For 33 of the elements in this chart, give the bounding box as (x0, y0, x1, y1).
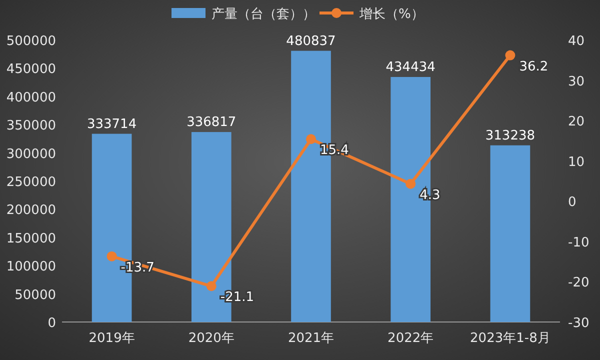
y2-tick-label: 20 (568, 114, 585, 130)
y-tick-label: 50000 (14, 288, 56, 303)
x-tick-label: 2020年 (188, 331, 234, 346)
y-tick-label: 200000 (6, 203, 56, 218)
data-label: 15.4 (320, 143, 349, 158)
legend-label: 增长（%） (358, 7, 424, 22)
x-tick-label: 2023年1-8月 (470, 331, 550, 346)
x-tick-label: 2019年 (88, 331, 135, 346)
y-tick-label: 350000 (6, 118, 56, 134)
y2-tick-label: 0 (568, 195, 576, 210)
y-tick-label: 100000 (6, 260, 56, 275)
y-tick-label: 0 (48, 316, 56, 331)
data-label: 480837 (286, 34, 336, 49)
y-tick-label: 450000 (6, 62, 56, 78)
data-label: 313238 (485, 128, 536, 144)
y2-tick-label: 30 (568, 74, 585, 90)
y-tick-label: 500000 (6, 34, 56, 49)
y2-tick-label: -30 (568, 316, 590, 331)
y-tick-label: 250000 (6, 175, 56, 190)
y-tick-label: 400000 (6, 90, 56, 106)
x-tick-label: 2022年 (388, 331, 434, 346)
y2-tick-label: 40 (568, 34, 585, 49)
legend-label: 产量（台（套）） (212, 7, 316, 22)
data-label: 36.2 (519, 59, 548, 74)
y2-tick-label: -20 (568, 276, 590, 291)
data-label: 434434 (386, 60, 436, 75)
y-tick-label: 150000 (6, 231, 56, 246)
data-label: 333714 (86, 116, 137, 132)
y2-tick-label: -10 (568, 235, 590, 250)
x-tick-label: 2021年 (288, 331, 334, 346)
data-label: 336817 (186, 115, 236, 130)
y-tick-label: 300000 (6, 146, 56, 162)
y2-tick-label: 10 (568, 154, 585, 170)
